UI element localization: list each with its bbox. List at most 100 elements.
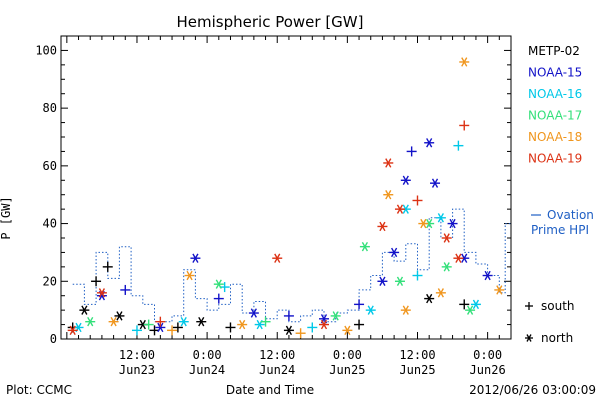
asterisk-marker-stroke bbox=[198, 316, 205, 327]
data-point bbox=[459, 299, 470, 310]
asterisk-marker-stroke bbox=[344, 325, 351, 336]
asterisk-marker-stroke bbox=[402, 305, 409, 315]
data-point bbox=[377, 276, 388, 286]
data-point bbox=[85, 316, 96, 327]
data-point bbox=[155, 316, 166, 327]
data-point bbox=[394, 276, 405, 286]
data-point bbox=[470, 299, 481, 310]
data-point bbox=[167, 325, 178, 336]
data-points bbox=[67, 57, 505, 339]
asterisk-marker-stroke bbox=[239, 319, 246, 330]
x-tick-date-label: Jun23 bbox=[119, 363, 155, 377]
data-point bbox=[430, 178, 441, 188]
asterisk-marker-stroke bbox=[116, 311, 123, 321]
data-point bbox=[383, 190, 394, 200]
legend-entry: NOAA-18 bbox=[528, 130, 582, 144]
data-point bbox=[102, 261, 113, 272]
asterisk-marker-stroke bbox=[98, 288, 106, 298]
plot-credit: Plot: CCMC bbox=[6, 383, 72, 397]
data-point bbox=[213, 279, 224, 289]
asterisk-marker-stroke bbox=[186, 270, 193, 281]
asterisk-marker-stroke bbox=[69, 325, 76, 336]
asterisk-marker-stroke bbox=[402, 175, 409, 185]
north-symbol-label: north bbox=[541, 331, 573, 345]
legend-entry: NOAA-16 bbox=[528, 87, 582, 101]
asterisk-marker-stroke bbox=[385, 190, 392, 200]
asterisk-marker-stroke bbox=[391, 247, 398, 258]
data-point bbox=[120, 284, 131, 295]
x-tick-time-label: 12:00 bbox=[259, 348, 295, 362]
data-point bbox=[283, 325, 294, 336]
data-point bbox=[406, 146, 417, 157]
data-point bbox=[178, 316, 189, 327]
plot-timestamp: 2012/06/26 03:00:09 bbox=[469, 383, 596, 397]
asterisk-marker-stroke bbox=[110, 316, 117, 327]
y-tick-label: 40 bbox=[43, 217, 57, 231]
data-point bbox=[377, 221, 388, 232]
y-tick-label: 60 bbox=[43, 159, 57, 173]
asterisk-marker-stroke bbox=[426, 138, 433, 148]
y-tick-label: 80 bbox=[43, 101, 57, 115]
asterisk-marker-stroke bbox=[157, 322, 164, 333]
data-point bbox=[318, 319, 329, 330]
y-tick-label: 100 bbox=[35, 43, 57, 57]
data-point bbox=[155, 322, 166, 333]
asterisk-marker-stroke bbox=[496, 285, 503, 295]
ovation-legend-label: Ovation bbox=[547, 208, 594, 222]
plot-frame bbox=[60, 35, 512, 340]
legend-entry: NOAA-17 bbox=[528, 109, 582, 123]
data-point bbox=[354, 319, 365, 330]
asterisk-marker-stroke bbox=[426, 218, 433, 229]
data-point bbox=[196, 316, 207, 327]
data-point bbox=[295, 328, 306, 339]
x-tick-time-label: 12:00 bbox=[119, 348, 155, 362]
asterisk-marker-stroke bbox=[250, 308, 257, 318]
data-point bbox=[435, 288, 446, 298]
data-point bbox=[190, 253, 201, 263]
asterisk-marker-stroke bbox=[455, 253, 462, 263]
asterisk-marker-stroke bbox=[385, 158, 392, 168]
asterisk-marker-stroke bbox=[285, 325, 293, 336]
asterisk-marker-stroke bbox=[81, 305, 88, 315]
data-point bbox=[424, 293, 435, 304]
asterisk-marker-stroke bbox=[431, 178, 439, 188]
x-tick-date-label: Jun24 bbox=[189, 363, 225, 377]
data-point bbox=[400, 305, 411, 315]
data-point bbox=[225, 322, 236, 333]
data-point bbox=[394, 204, 405, 214]
south-symbol-key bbox=[525, 302, 533, 310]
data-point bbox=[365, 305, 376, 315]
asterisk-marker-stroke bbox=[443, 233, 450, 243]
data-point bbox=[114, 311, 125, 321]
data-point bbox=[307, 322, 318, 333]
data-point bbox=[248, 308, 259, 318]
asterisk-marker-stroke bbox=[402, 204, 409, 214]
data-point bbox=[131, 325, 142, 336]
legend-entry: METP-02 bbox=[528, 44, 580, 58]
asterisk-marker-stroke bbox=[449, 218, 456, 229]
y-tick-label: 0 bbox=[50, 332, 57, 346]
y-tick-label: 20 bbox=[43, 274, 57, 288]
axes: 02040608010012:00Jun230:00Jun2412:00Jun2… bbox=[35, 35, 512, 377]
data-point bbox=[260, 316, 271, 327]
asterisk-marker-stroke bbox=[526, 334, 532, 342]
asterisk-marker-stroke bbox=[139, 319, 146, 330]
asterisk-marker-stroke bbox=[466, 305, 474, 315]
asterisk-marker-stroke bbox=[367, 305, 374, 315]
x-tick-time-label: 0:00 bbox=[193, 348, 222, 362]
data-point bbox=[494, 285, 505, 295]
data-point bbox=[418, 218, 429, 229]
data-point bbox=[219, 282, 230, 293]
asterisk-marker-stroke bbox=[192, 253, 199, 263]
x-tick-date-label: Jun25 bbox=[329, 363, 365, 377]
asterisk-marker-stroke bbox=[443, 262, 450, 272]
asterisk-marker-stroke bbox=[420, 218, 427, 229]
data-point bbox=[96, 288, 107, 298]
data-point bbox=[453, 253, 464, 263]
asterisk-marker-stroke bbox=[379, 221, 386, 232]
data-point bbox=[108, 316, 119, 327]
x-tick-date-label: Jun26 bbox=[470, 363, 506, 377]
data-point bbox=[453, 140, 464, 151]
data-point bbox=[184, 270, 195, 281]
data-point bbox=[459, 120, 470, 131]
